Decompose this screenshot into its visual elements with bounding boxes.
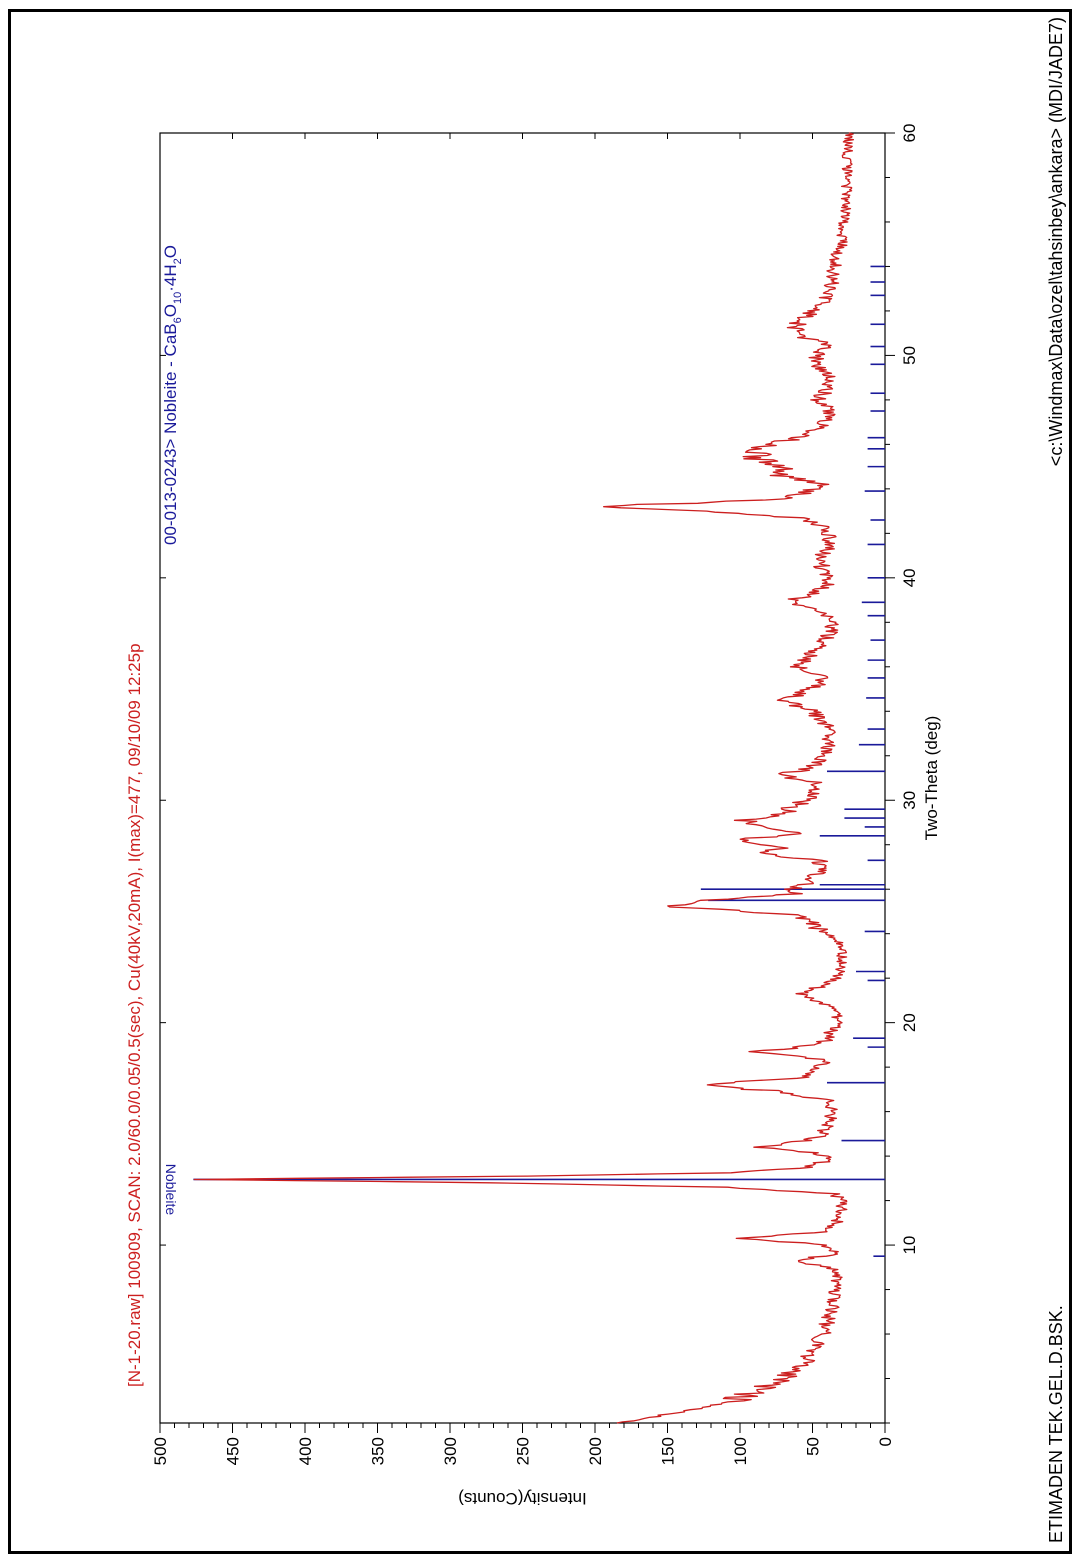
pattern-series (193, 132, 855, 1424)
y-tick-label: 150 (659, 1437, 678, 1465)
reference-label-suffix: ·4H (161, 264, 180, 291)
axes: 0 50 100 150 200 250 300 350 400 450 500 10 20 30 40 50… (151, 124, 919, 1466)
reference-lines (193, 265, 885, 1257)
x-tick-label: 30 (900, 791, 919, 810)
plot-frame (159, 132, 886, 1424)
peak-marker-label: Nobleite (163, 1164, 179, 1216)
plot-area (159, 132, 886, 1424)
x-tick-label: 60 (900, 124, 919, 143)
x-tick-label: 40 (900, 568, 919, 587)
y-tick-label: 0 (876, 1437, 895, 1446)
reference-label-sub1: 6 (172, 317, 184, 323)
y-tick-label: 400 (296, 1437, 315, 1465)
y-tick-label: 450 (224, 1437, 243, 1465)
chart-text: [N-1-20.raw] 100909, SCAN: 2.0/60.0/0.05… (125, 17, 1066, 1543)
page-frame (8, 9, 1072, 1554)
y-tick-label: 350 (369, 1437, 388, 1465)
footer-right-text: <c:\Windmax\Data\ozel\tahsinbey\ankara> … (1046, 17, 1066, 466)
y-tick-label: 300 (441, 1437, 460, 1465)
reference-label-prefix: 00-013-0243> Nobleite - CaB (161, 323, 180, 545)
x-tick-label: 20 (900, 1013, 919, 1032)
y-tick-label: 200 (586, 1437, 605, 1465)
footer-left-text: ETIMADEN TEK.GEL.D.BSK. (1046, 1305, 1066, 1543)
y-tick-label: 50 (804, 1437, 823, 1456)
chart-title: [N-1-20.raw] 100909, SCAN: 2.0/60.0/0.05… (125, 643, 144, 1387)
y-tick-label: 100 (731, 1437, 750, 1465)
reference-label-sub2: 10 (172, 292, 184, 304)
y-axis-title: Intensity(Counts) (458, 1489, 587, 1508)
x-tick-label: 10 (900, 1236, 919, 1255)
reference-label-mid: O (161, 304, 180, 317)
y-tick-label: 500 (151, 1437, 170, 1465)
x-tick-label: 50 (900, 346, 919, 365)
pattern-line (193, 132, 855, 1424)
reference-card-label: 00-013-0243> Nobleite - CaB6O10·4H2O (161, 245, 184, 545)
reference-label-end: O (161, 245, 180, 258)
x-axis-title: Two-Theta (deg) (922, 716, 941, 841)
y-tick-label: 250 (514, 1437, 533, 1465)
reference-label-sub3: 2 (172, 258, 184, 264)
